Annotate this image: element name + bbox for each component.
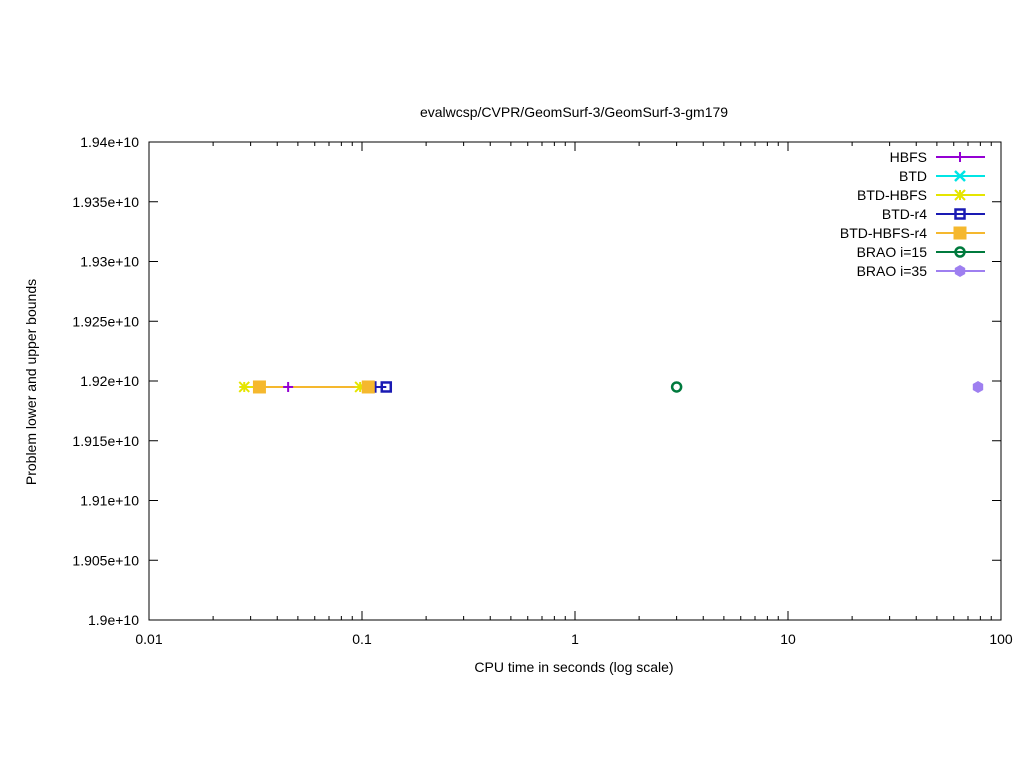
x-tick-label: 1 <box>571 631 579 647</box>
marker-filled-hexagon <box>954 265 966 277</box>
legend-label: BTD-HBFS-r4 <box>840 225 927 241</box>
marker-shape <box>361 380 375 394</box>
marker-cross <box>954 170 966 182</box>
marker-filled-square <box>252 380 266 394</box>
y-tick-label: 1.93e+10 <box>80 254 139 270</box>
plot-border <box>148 141 1002 621</box>
chart-title: evalwcsp/CVPR/GeomSurf-3/GeomSurf-3-gm17… <box>420 104 728 120</box>
y-tick-label: 1.92e+10 <box>80 373 139 389</box>
marker-shape <box>954 246 966 258</box>
y-tick-label: 1.905e+10 <box>72 552 139 568</box>
legend-label: BRAO i=35 <box>857 263 928 279</box>
marker-filled-square <box>953 226 967 240</box>
marker-star <box>954 189 966 201</box>
legend-label: BTD-HBFS <box>857 187 927 203</box>
legend-label: BRAO i=15 <box>857 244 928 260</box>
marker-star <box>238 381 250 393</box>
marker-shape <box>953 226 967 240</box>
x-tick-label: 0.1 <box>352 631 372 647</box>
x-tick-label: 0.01 <box>135 631 162 647</box>
legend-label: BTD-r4 <box>882 206 927 222</box>
x-axis-label: CPU time in seconds (log scale) <box>474 659 673 675</box>
y-tick-label: 1.915e+10 <box>72 433 139 449</box>
marker-open-circle <box>670 381 683 393</box>
marker-stroke <box>238 381 250 393</box>
marker-shape <box>380 381 393 393</box>
marker-stroke <box>954 170 966 182</box>
legend: HBFS BTD BTD-HBFS BTD-r4 BTD-HBFS-r4 BRAO i=1… <box>840 149 985 279</box>
marker-open-circle <box>954 246 966 258</box>
legend-label: BTD <box>899 168 927 184</box>
y-tick-label: 1.935e+10 <box>72 194 139 210</box>
y-tick-label: 1.925e+10 <box>72 313 139 329</box>
marker-shape <box>252 380 266 394</box>
marker-open-square <box>380 381 393 393</box>
y-tick-label: 1.91e+10 <box>80 493 139 509</box>
x-tick-label: 10 <box>780 631 796 647</box>
plot-area <box>238 380 984 394</box>
marker-plus <box>283 381 294 392</box>
marker-plus <box>955 152 965 162</box>
axes: 1.9e+10 1.905e+10 1.91e+10 1.915e+10 1.92e+1… <box>72 134 1012 647</box>
x-tick-label: 100 <box>989 631 1013 647</box>
marker-shape <box>670 381 683 393</box>
legend-label: HBFS <box>890 149 927 165</box>
marker-filled-square <box>361 380 375 394</box>
marker-filled-hexagon <box>972 381 984 393</box>
y-tick-label: 1.94e+10 <box>80 134 139 150</box>
y-tick-label: 1.9e+10 <box>88 612 139 628</box>
marker-open-square <box>954 208 966 220</box>
marker-shape <box>954 265 966 277</box>
marker-stroke <box>954 189 966 201</box>
marker-shape <box>954 208 966 220</box>
y-axis-label: Problem lower and upper bounds <box>23 279 39 485</box>
marker-shape <box>972 381 984 393</box>
